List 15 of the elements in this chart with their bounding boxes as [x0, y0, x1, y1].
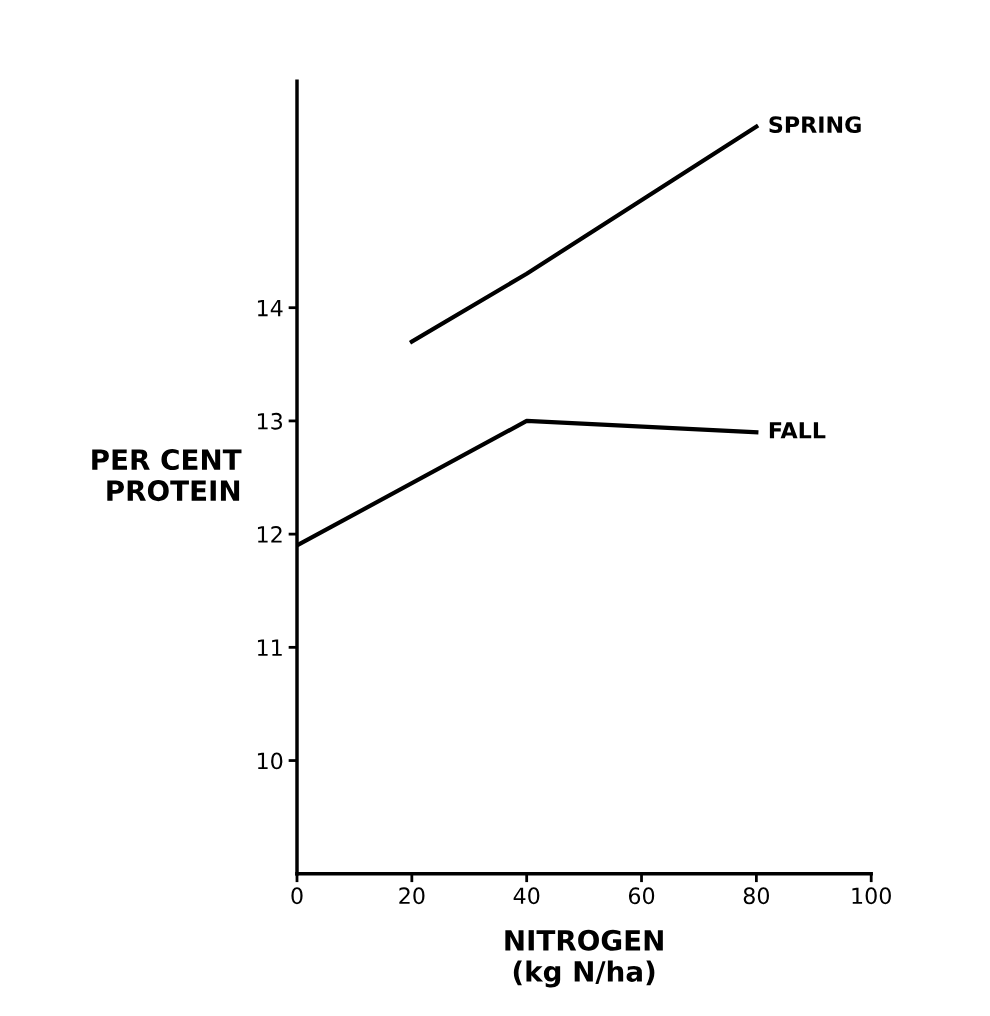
y-axis-title: PER CENT PROTEIN [92, 449, 242, 502]
y-tick-label: 13 [257, 412, 283, 430]
y-tick-label: 14 [257, 299, 283, 317]
y-tick-label: 10 [257, 752, 283, 770]
y-tick-label: 11 [257, 639, 282, 656]
x-tick-label: 100 [852, 887, 891, 905]
x-tick-label: 0 [291, 887, 303, 905]
x-tick-label: 80 [743, 887, 770, 905]
x-axis-title: NITROGEN (kg N/ha) [505, 929, 663, 988]
x-tick-label: 20 [399, 887, 425, 905]
x-tick-label: 60 [628, 887, 655, 905]
series-label: FALL [769, 422, 826, 439]
series-label: SPRING [769, 116, 861, 134]
y-tick-label: 12 [257, 526, 282, 543]
x-tick-label: 40 [513, 887, 540, 905]
